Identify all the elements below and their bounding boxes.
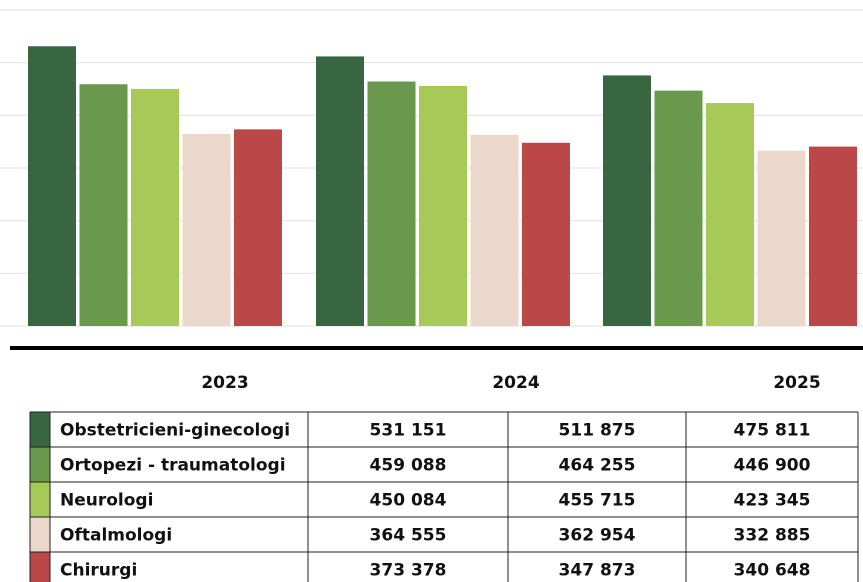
legend-swatch [30, 447, 50, 482]
bar [419, 85, 467, 326]
table-value: 531 151 [370, 421, 447, 441]
table-value: 364 555 [370, 526, 447, 546]
bar [131, 88, 179, 327]
bar [470, 134, 519, 326]
bar [654, 90, 703, 327]
table-value: 340 648 [734, 561, 811, 581]
x-tick-label: 2023 [201, 373, 248, 393]
table-value: 332 885 [734, 526, 811, 546]
legend-swatch [30, 482, 50, 517]
legend-swatch [30, 412, 50, 447]
bar [79, 84, 128, 326]
bar [522, 142, 570, 326]
bar [603, 75, 651, 326]
legend-label: Oftalmologi [60, 526, 172, 546]
x-tick-label: 2024 [492, 373, 539, 393]
table-value: 423 345 [734, 491, 811, 511]
legend-swatch [30, 552, 50, 582]
legend-label: Obstetricieni-ginecologi [60, 421, 290, 441]
table-value: 373 378 [370, 561, 447, 581]
bar [706, 103, 754, 326]
legend-label: Ortopezi - traumatologi [60, 456, 286, 476]
legend-label: Chirurgi [60, 561, 137, 581]
bar [809, 146, 857, 326]
legend-swatch [30, 517, 50, 552]
table-value: 459 088 [370, 456, 447, 476]
bar [28, 46, 76, 327]
table-value: 450 084 [370, 491, 447, 511]
table-value: 446 900 [734, 456, 811, 476]
bar [367, 81, 416, 326]
bar [234, 129, 282, 326]
bar [316, 56, 364, 326]
bar [182, 134, 231, 326]
bar [757, 150, 806, 326]
table-value: 464 255 [559, 456, 636, 476]
table-value: 475 811 [734, 421, 811, 441]
x-tick-label: 2025 [773, 373, 820, 393]
table-value: 347 873 [559, 561, 636, 581]
legend-label: Neurologi [60, 491, 153, 511]
table-value: 455 715 [559, 491, 636, 511]
table-value: 511 875 [559, 421, 636, 441]
table-value: 362 954 [559, 526, 636, 546]
